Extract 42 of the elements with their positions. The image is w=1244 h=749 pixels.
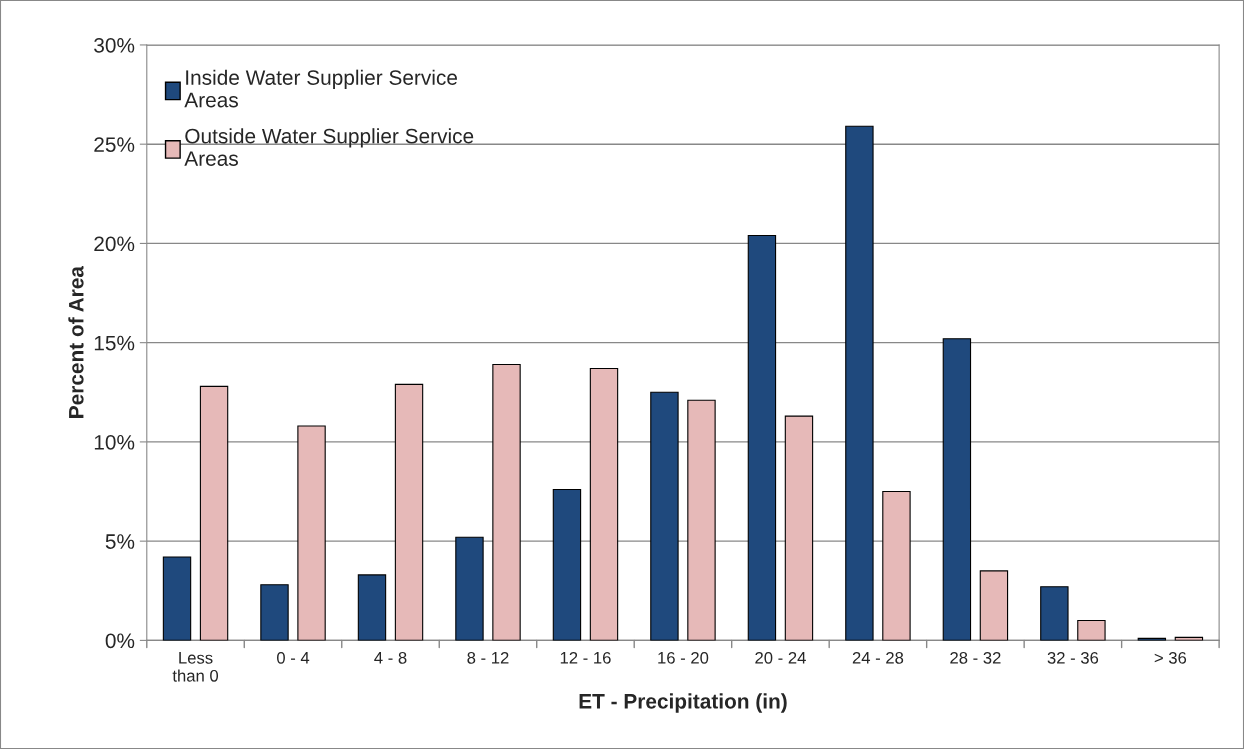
x-tick-label: 24 - 28 — [852, 651, 904, 664]
bar — [747, 234, 777, 641]
x-tick-label: 4 - 8 — [374, 651, 407, 664]
x-tick-label: 12 - 16 — [560, 651, 611, 664]
bar — [492, 363, 521, 641]
bar — [297, 425, 326, 641]
bar — [199, 385, 229, 641]
legend-label: Inside Water Supplier Service Areas — [184, 69, 458, 108]
bar — [455, 536, 484, 641]
bar — [357, 574, 387, 641]
bar — [162, 556, 192, 641]
bar — [687, 399, 716, 641]
bar — [260, 584, 289, 641]
bar — [845, 125, 874, 641]
x-tick-label: 8 - 12 — [467, 651, 509, 664]
bar — [552, 488, 582, 641]
x-tick-label: > 36 — [1154, 651, 1187, 664]
bar — [1077, 619, 1106, 641]
y-tick-label: 0% — [105, 633, 135, 649]
x-tick-label: 20 - 24 — [755, 651, 806, 664]
bar — [589, 367, 619, 641]
y-tick-label: 15% — [94, 335, 135, 351]
x-axis-title: ET - Precipitation (in) — [579, 693, 787, 713]
y-tick-label: 5% — [105, 534, 135, 549]
x-tick-label: 16 - 20 — [658, 651, 709, 664]
x-tick-label: 0 - 4 — [277, 651, 310, 664]
y-tick-label: 30% — [94, 37, 135, 53]
bar — [394, 383, 424, 641]
legend-label: Outside Water Supplier Service Areas — [184, 128, 474, 166]
bar — [650, 391, 679, 641]
x-tick-label: 32 - 36 — [1047, 651, 1099, 664]
x-tick-label: 28 - 32 — [950, 651, 1001, 664]
y-tick-label: 10% — [94, 434, 135, 450]
bar — [979, 570, 1009, 641]
bar — [784, 415, 814, 641]
y-axis-title: Percent of Area — [68, 265, 84, 418]
x-tick-label: Less than 0 — [172, 652, 219, 682]
y-tick-label: 25% — [94, 137, 135, 152]
bar — [882, 490, 911, 641]
bar — [1040, 586, 1069, 641]
y-tick-label: 20% — [94, 236, 135, 252]
bar — [942, 338, 972, 641]
